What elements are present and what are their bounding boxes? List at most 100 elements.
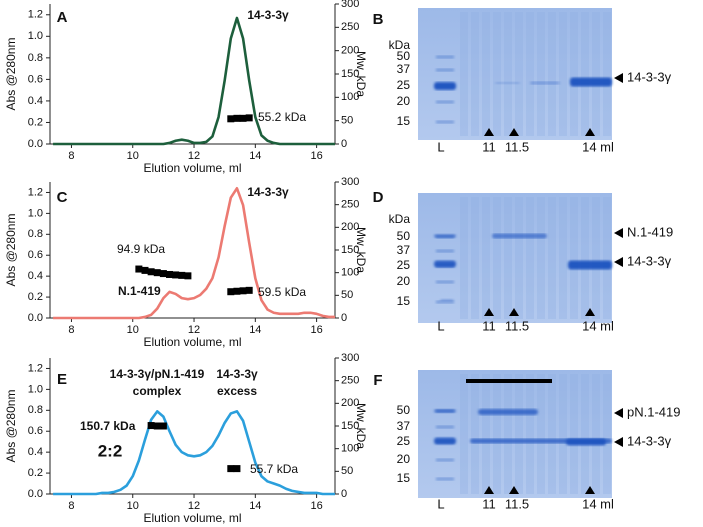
lane-label: L [437, 318, 444, 333]
mw-marker [141, 266, 149, 274]
band-label: N.1-419 [627, 224, 673, 239]
ladder-band [436, 100, 454, 104]
y2-tick-label: 100 [341, 267, 359, 279]
ladder-band [436, 425, 454, 429]
ladder-band [436, 458, 454, 462]
y2-tick-label: 50 [341, 289, 353, 301]
ladder-band [436, 477, 454, 481]
gel-lane [460, 374, 468, 494]
gel-lane [515, 374, 523, 494]
y-tick-label: 1.2 [28, 9, 43, 21]
x-tick-label: 12 [188, 500, 200, 512]
y-axis-title: Abs @280nm [4, 214, 18, 287]
annotation: 14-3-3γ [247, 8, 289, 22]
gel-lane [537, 374, 545, 494]
protein-band [434, 260, 456, 268]
gel-lane [570, 12, 578, 136]
gel-lane [592, 12, 600, 136]
band-arrow [614, 437, 623, 447]
gel-lane [460, 12, 468, 136]
annotation: 14-3-3γ/pN.1-419 [110, 367, 205, 381]
gel-lane [504, 12, 512, 136]
gel-lane [504, 197, 512, 319]
gel-lane [559, 374, 567, 494]
mw-marker [172, 271, 180, 279]
gel-lane [559, 12, 567, 136]
gel [418, 8, 612, 140]
lane-label: 11.5 [505, 496, 529, 511]
band-label: 14-3-3γ [627, 253, 672, 268]
mw-marker [184, 272, 192, 280]
band-arrow [614, 257, 623, 267]
gel-lane [526, 374, 534, 494]
protein-band [440, 299, 454, 301]
lane-label: 11 [482, 318, 496, 333]
y-tick-label: 0.2 [28, 291, 43, 303]
protein-band [530, 81, 560, 85]
mw-marker [233, 465, 241, 473]
mw-marker [159, 270, 167, 278]
unit-label: kDa [389, 38, 411, 52]
y-tick-label: 0.4 [28, 270, 43, 282]
x-tick-label: 8 [68, 150, 74, 162]
lane-label: 14 ml [582, 496, 614, 511]
ladder-band [436, 280, 454, 284]
gel-lane [592, 374, 600, 494]
gel-lane [460, 197, 468, 319]
lane-label: L [437, 496, 444, 511]
absorbance-line [53, 186, 335, 320]
mw-marker [239, 287, 247, 295]
x-axis-title: Elution volume, ml [143, 335, 241, 349]
mw-marker [147, 268, 155, 276]
marker-label: 20 [397, 274, 411, 288]
gel-lane [471, 197, 479, 319]
gel [418, 370, 612, 498]
lane-label: 11 [482, 139, 496, 154]
marker-label: 50 [397, 229, 411, 243]
y2-axis-title: Mw, kDa [354, 403, 368, 449]
y2-tick-label: 100 [341, 443, 359, 455]
y2-tick-label: 50 [341, 465, 353, 477]
mw-marker [239, 114, 247, 122]
y-tick-label: 1.0 [28, 30, 43, 42]
y2-tick-label: 200 [341, 397, 359, 409]
ladder-band [436, 120, 454, 124]
y2-tick-label: 0 [341, 488, 347, 500]
gel-lane [548, 374, 556, 494]
mw-marker [159, 422, 167, 430]
lane-label: 11 [482, 496, 496, 511]
mw-marker [227, 465, 235, 473]
gel-lane [515, 12, 523, 136]
mw-marker [233, 114, 241, 122]
panel-letter: A [57, 9, 68, 26]
x-tick-label: 16 [310, 324, 322, 336]
protein-band [434, 437, 456, 445]
y2-tick-label: 250 [341, 21, 359, 33]
y-tick-label: 0.2 [28, 467, 43, 479]
lane-label: 11.5 [505, 318, 529, 333]
lane-label: 11.5 [505, 139, 529, 154]
lane-arrow [484, 486, 494, 494]
y-tick-label: 0.6 [28, 249, 43, 261]
gel-lane [548, 12, 556, 136]
y2-axis-title: Mw, kDa [354, 51, 368, 97]
x-tick-label: 14 [249, 150, 261, 162]
y-tick-label: 0.4 [28, 446, 43, 458]
x-tick-label: 16 [310, 150, 322, 162]
x-axis-title: Elution volume, ml [143, 511, 241, 525]
x-tick-label: 10 [127, 500, 139, 512]
lane-arrow [484, 128, 494, 136]
y2-tick-label: 300 [341, 176, 359, 188]
x-tick-label: 12 [188, 324, 200, 336]
mw-marker [147, 422, 155, 430]
band-label: 14-3-3γ [627, 69, 672, 84]
lane-arrow [484, 308, 494, 316]
y2-axis-title: Mw, kDa [354, 227, 368, 273]
y-tick-label: 0.0 [28, 138, 43, 150]
marker-label: 15 [397, 114, 411, 128]
gel-lane [592, 197, 600, 319]
gel-lane [537, 197, 545, 319]
marker-label: 25 [397, 78, 411, 92]
marker-label: 25 [397, 434, 411, 448]
band-arrow [614, 228, 623, 238]
